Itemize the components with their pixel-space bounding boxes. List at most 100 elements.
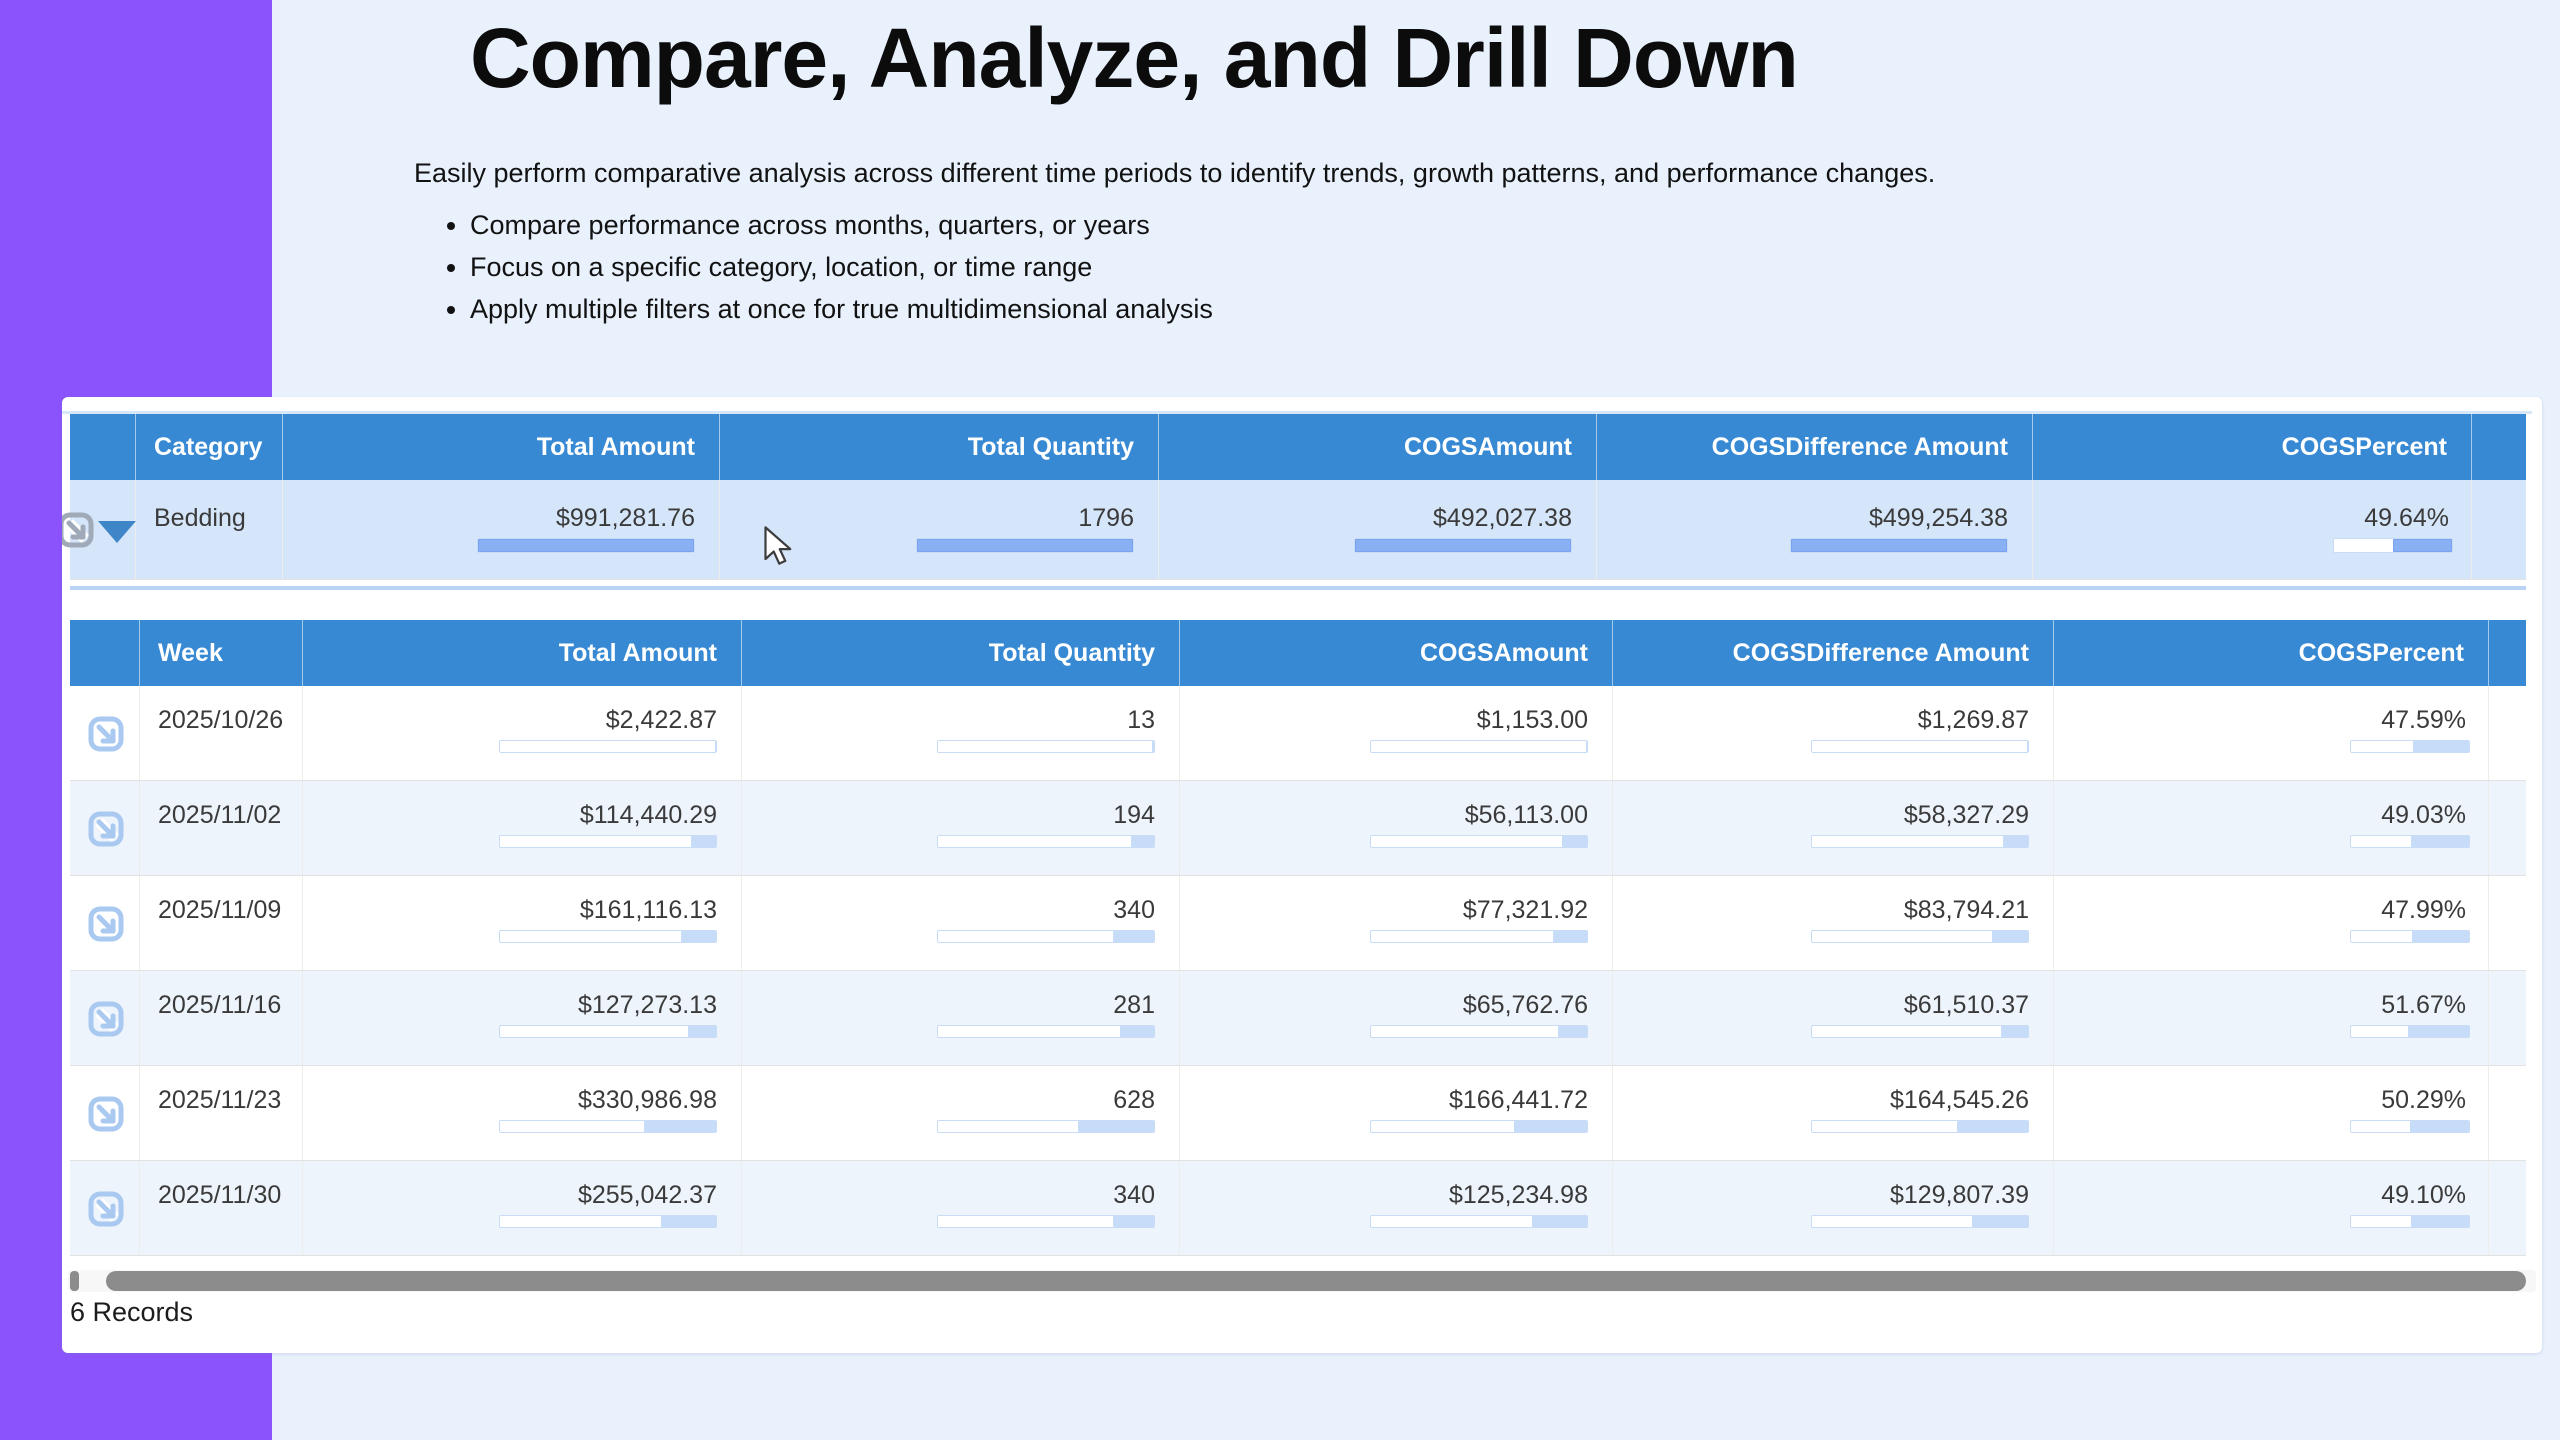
cell-cogs-diff: $83,794.21	[1613, 876, 2054, 970]
col-header-cogs-diff[interactable]: COGSDifference Amount	[1597, 414, 2033, 480]
collapse-row-icon[interactable]	[98, 521, 136, 543]
cell-total-quantity: 194	[742, 781, 1180, 875]
col-header-total-amount[interactable]: Total Amount	[283, 414, 720, 480]
table-row: 2025/10/26$2,422.8713$1,153.00$1,269.874…	[70, 686, 2526, 781]
value-bar	[1370, 930, 1588, 943]
category-table: CategoryTotal AmountTotal QuantityCOGSAm…	[70, 414, 2526, 580]
value-bar-fill	[2001, 1026, 2028, 1037]
value-bar-fill	[1791, 539, 2007, 552]
value-bar-fill	[1514, 1121, 1587, 1132]
drill-down-icon[interactable]	[86, 714, 126, 754]
cell-total-quantity: 340	[742, 876, 1180, 970]
value-bar	[1811, 740, 2029, 753]
value-bar	[499, 835, 717, 848]
cogs-percent-value: 49.03%	[2381, 801, 2466, 830]
cell-expander	[70, 480, 136, 579]
cell-cogs-percent: 49.03%	[2054, 781, 2489, 875]
cell-stub	[2489, 686, 2526, 780]
value-bar-fill	[1562, 836, 1587, 847]
value-bar-fill	[691, 836, 716, 847]
cell-expander	[70, 971, 140, 1065]
weekly-table-header: WeekTotal AmountTotal QuantityCOGSAmount…	[70, 620, 2526, 686]
value-bar-fill	[681, 931, 716, 942]
col-header-cogs-amount[interactable]: COGSAmount	[1159, 414, 1597, 480]
cogs-percent-value: 49.10%	[2381, 1181, 2466, 1210]
value-bar-fill	[1120, 1026, 1154, 1037]
value-bar	[1811, 1025, 2029, 1038]
table-panel: CategoryTotal AmountTotal QuantityCOGSAm…	[62, 397, 2542, 1353]
cell-week: 2025/10/26	[140, 686, 303, 780]
table-row: 2025/11/02$114,440.29194$56,113.00$58,32…	[70, 781, 2526, 876]
value-bar-fill	[1586, 741, 1587, 752]
week-value: 2025/11/02	[158, 801, 281, 830]
cogs-diff-value: $164,545.26	[1890, 1086, 2029, 1115]
value-bar-fill	[2410, 1121, 2469, 1132]
value-bar-fill	[2408, 1026, 2469, 1037]
drill-down-icon[interactable]	[86, 999, 126, 1039]
value-bar	[2350, 1215, 2470, 1228]
total-amount-value: $161,116.13	[580, 896, 717, 925]
col-header-cogs-diff[interactable]: COGSDifference Amount	[1613, 620, 2054, 686]
value-bar-fill	[2411, 1216, 2469, 1227]
cell-cogs-percent: 51.67%	[2054, 971, 2489, 1065]
cell-cogs-diff: $164,545.26	[1613, 1066, 2054, 1160]
cell-cogs-percent: 47.99%	[2054, 876, 2489, 970]
cell-total-amount: $255,042.37	[303, 1161, 742, 1255]
col-header-stub	[2489, 620, 2526, 686]
total-quantity-value: 1796	[1078, 504, 1134, 533]
value-bar	[1811, 930, 2029, 943]
cogs-percent-value: 50.29%	[2381, 1086, 2466, 1115]
cogs-diff-value: $129,807.39	[1890, 1181, 2029, 1210]
col-header-total-quantity[interactable]: Total Quantity	[742, 620, 1180, 686]
value-bar	[2350, 930, 2470, 943]
value-bar	[937, 740, 1155, 753]
value-bar	[937, 1120, 1155, 1133]
value-bar	[2350, 740, 2470, 753]
page-title: Compare, Analyze, and Drill Down	[470, 10, 1798, 107]
drill-down-icon[interactable]	[86, 904, 126, 944]
cell-total-amount: $114,440.29	[303, 781, 742, 875]
scrollbar-thumb[interactable]	[106, 1271, 2526, 1291]
cell-week: 2025/11/16	[140, 971, 303, 1065]
cell-expander	[70, 1066, 140, 1160]
value-bar	[2333, 538, 2453, 553]
col-header-cogs-percent[interactable]: COGSPercent	[2033, 414, 2472, 480]
mouse-cursor-icon	[762, 526, 802, 570]
value-bar-fill	[2413, 741, 2469, 752]
table-divider	[70, 586, 2526, 590]
cell-cogs-diff: $61,510.37	[1613, 971, 2054, 1065]
value-bar	[1370, 1215, 1588, 1228]
value-bar-fill	[478, 539, 694, 552]
drill-down-icon[interactable]	[86, 809, 126, 849]
col-header-expander	[70, 414, 136, 480]
col-header-cogs-amount[interactable]: COGSAmount	[1180, 620, 1613, 686]
value-bar-fill	[1558, 1026, 1587, 1037]
drill-down-icon[interactable]	[86, 1189, 126, 1229]
value-bar-fill	[2412, 931, 2469, 942]
value-bar	[1354, 538, 1572, 553]
col-header-cogs-percent[interactable]: COGSPercent	[2054, 620, 2489, 686]
value-bar	[937, 1025, 1155, 1038]
week-value: 2025/11/23	[158, 1086, 281, 1115]
value-bar	[1370, 835, 1588, 848]
col-header-total-quantity[interactable]: Total Quantity	[720, 414, 1159, 480]
week-value: 2025/11/09	[158, 896, 281, 925]
drill-down-icon[interactable]	[86, 1094, 126, 1134]
cogs-diff-value: $61,510.37	[1904, 991, 2029, 1020]
cogs-diff-value: $1,269.87	[1918, 706, 2029, 735]
col-header-category[interactable]: Category	[136, 414, 283, 480]
cell-total-quantity: 13	[742, 686, 1180, 780]
horizontal-scrollbar-track[interactable]	[68, 1270, 2536, 1292]
category-value: Bedding	[154, 504, 246, 533]
value-bar	[1370, 1025, 1588, 1038]
category-row-selected: Bedding$991,281.761796$492,027.38$499,25…	[70, 480, 2526, 580]
col-header-week[interactable]: Week	[140, 620, 303, 686]
value-bar	[499, 1025, 717, 1038]
col-header-total-amount[interactable]: Total Amount	[303, 620, 742, 686]
value-bar-fill	[661, 1216, 717, 1227]
value-bar	[1811, 1120, 2029, 1133]
cogs-amount-value: $125,234.98	[1449, 1181, 1588, 1210]
feature-list-item: Focus on a specific category, location, …	[470, 246, 1213, 288]
cell-cogs-percent: 47.59%	[2054, 686, 2489, 780]
cogs-percent-value: 49.64%	[2364, 504, 2449, 533]
